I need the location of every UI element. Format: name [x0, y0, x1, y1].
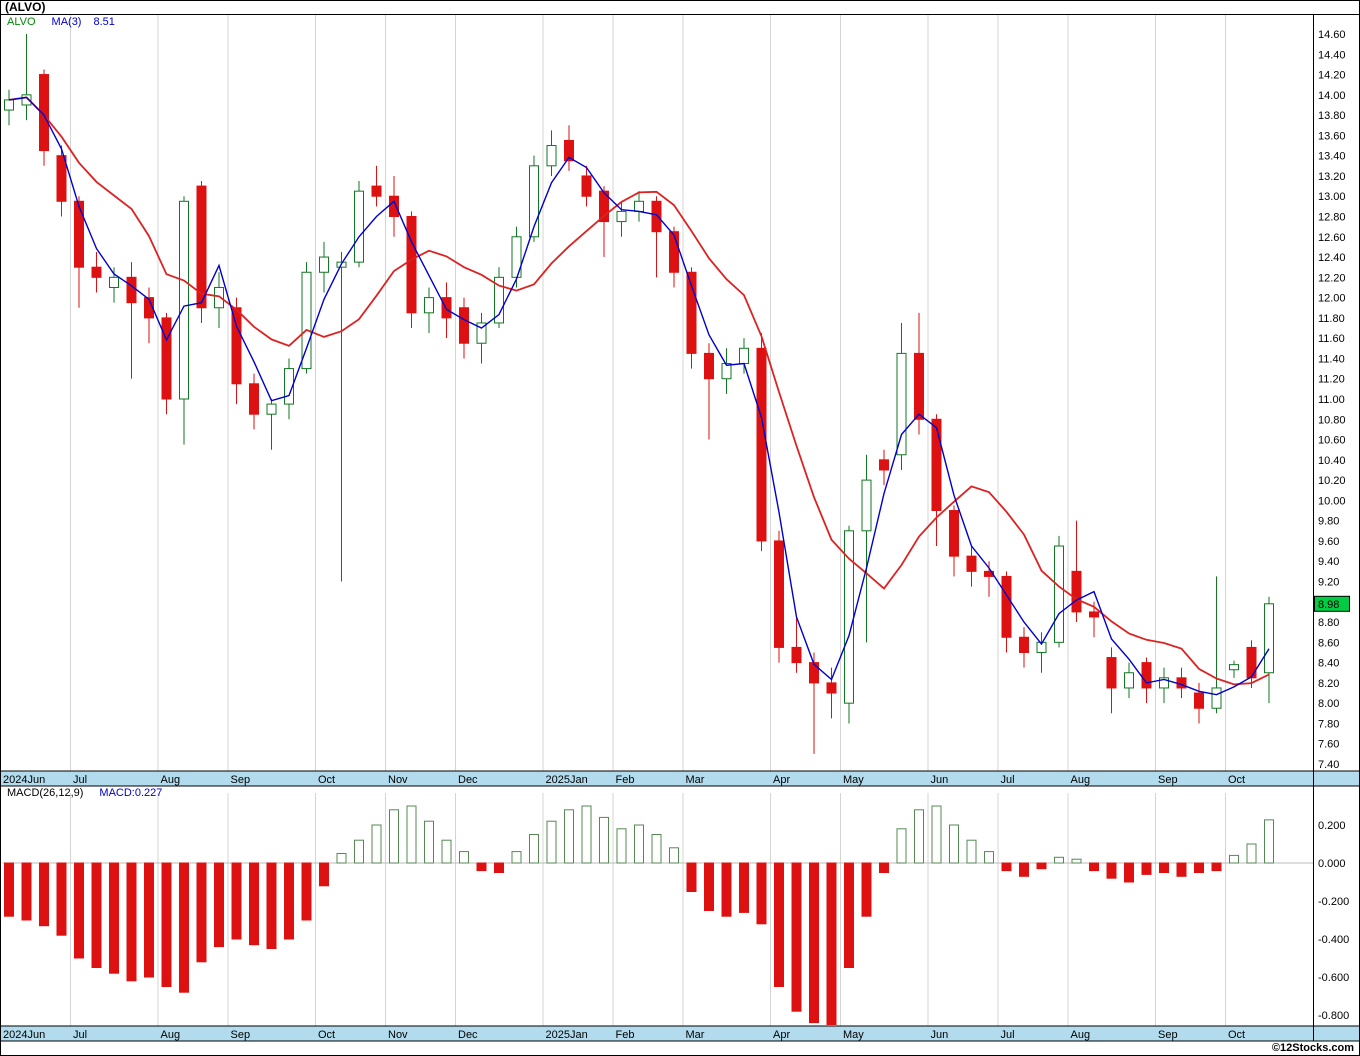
macd-histogram: [4, 805, 1274, 1025]
svg-text:0.000: 0.000: [1318, 858, 1346, 870]
svg-text:12.80: 12.80: [1318, 212, 1346, 224]
svg-text:Jun: Jun: [931, 774, 949, 786]
svg-text:Apr: Apr: [773, 774, 790, 786]
svg-text:Apr: Apr: [773, 1029, 790, 1041]
svg-text:Oct: Oct: [318, 774, 335, 786]
svg-text:-0.400: -0.400: [1318, 934, 1349, 946]
moving-average-lines: [8, 96, 1270, 696]
svg-text:11.80: 11.80: [1318, 313, 1345, 325]
copyright-text: ©12Stocks.com: [1271, 1042, 1354, 1054]
svg-text:Mar: Mar: [686, 1029, 705, 1041]
svg-text:0.200: 0.200: [1318, 820, 1346, 832]
svg-text:10.20: 10.20: [1318, 475, 1346, 487]
svg-text:Mar: Mar: [686, 774, 705, 786]
svg-text:Aug: Aug: [161, 1029, 181, 1041]
price-axis-labels: 14.60 14.40 14.20 14.00 13.80 13.60 13.40 13.20…: [1318, 29, 1346, 771]
svg-text:14.20: 14.20: [1318, 70, 1346, 82]
svg-text:2025Jan: 2025Jan: [546, 774, 588, 786]
svg-text:Feb: Feb: [616, 774, 635, 786]
svg-text:11.40: 11.40: [1318, 353, 1345, 365]
svg-text:Nov: Nov: [388, 1029, 408, 1041]
svg-text:Jul: Jul: [1001, 1029, 1015, 1041]
svg-text:14.00: 14.00: [1318, 90, 1346, 102]
svg-text:Sep: Sep: [231, 1029, 251, 1041]
svg-text:9.60: 9.60: [1318, 536, 1339, 548]
svg-text:Dec: Dec: [458, 1029, 478, 1041]
panel-borders: [1, 14, 1359, 1042]
svg-text:13.40: 13.40: [1318, 151, 1346, 163]
svg-text:8.60: 8.60: [1318, 637, 1339, 649]
svg-text:7.60: 7.60: [1318, 739, 1339, 751]
svg-text:7.80: 7.80: [1318, 718, 1339, 730]
svg-text:8.40: 8.40: [1318, 658, 1339, 670]
svg-text:-0.800: -0.800: [1318, 1010, 1349, 1022]
svg-text:Jul: Jul: [1001, 774, 1015, 786]
svg-text:May: May: [843, 774, 864, 786]
month-gridlines: [70, 14, 1226, 1026]
last-price-tag: 8.98: [1314, 595, 1350, 612]
page-title: (ALVO): [5, 0, 46, 14]
svg-text:8.00: 8.00: [1318, 698, 1339, 710]
macd-params-label: MACD(26,12,9): [7, 787, 84, 799]
svg-text:Oct: Oct: [318, 1029, 335, 1041]
ma-label: MA(3): [51, 16, 82, 28]
svg-text:8.80: 8.80: [1318, 617, 1339, 629]
svg-text:9.80: 9.80: [1318, 516, 1339, 528]
svg-text:Sep: Sep: [1158, 1029, 1178, 1041]
svg-text:Dec: Dec: [458, 774, 478, 786]
axis-strips: [1, 771, 1359, 1041]
svg-text:9.20: 9.20: [1318, 577, 1339, 589]
svg-text:May: May: [843, 1029, 864, 1041]
svg-text:12.60: 12.60: [1318, 232, 1346, 244]
svg-text:Nov: Nov: [388, 774, 408, 786]
svg-text:10.00: 10.00: [1318, 495, 1346, 507]
macd-current-value: MACD:0.227: [99, 787, 163, 799]
svg-text:12.20: 12.20: [1318, 272, 1346, 284]
svg-text:13.60: 13.60: [1318, 130, 1346, 142]
candlesticks: [4, 34, 1274, 754]
chart-legend: ALVO MA(3) 8.51: [7, 16, 115, 28]
svg-text:13.00: 13.00: [1318, 191, 1346, 203]
svg-text:2024Jun: 2024Jun: [3, 1029, 45, 1041]
svg-text:14.60: 14.60: [1318, 29, 1346, 41]
svg-text:12.00: 12.00: [1318, 293, 1346, 305]
svg-text:-0.200: -0.200: [1318, 896, 1349, 908]
svg-text:Jun: Jun: [931, 1029, 949, 1041]
svg-text:Feb: Feb: [616, 1029, 635, 1041]
svg-text:11.60: 11.60: [1318, 333, 1345, 345]
svg-text:8.20: 8.20: [1318, 678, 1339, 690]
svg-text:8.98: 8.98: [1318, 599, 1339, 611]
svg-text:Jul: Jul: [73, 774, 87, 786]
svg-text:11.00: 11.00: [1318, 394, 1345, 406]
svg-text:10.60: 10.60: [1318, 435, 1346, 447]
date-axis-labels: 2024Jun 2024Jun Jul Jul Aug Aug Sep Sep Oct Oct No…: [3, 774, 1245, 1041]
svg-text:Sep: Sep: [1158, 774, 1178, 786]
svg-text:10.80: 10.80: [1318, 414, 1346, 426]
svg-text:Aug: Aug: [161, 774, 181, 786]
svg-text:2025Jan: 2025Jan: [546, 1029, 588, 1041]
svg-text:14.40: 14.40: [1318, 49, 1346, 61]
svg-text:Jul: Jul: [73, 1029, 87, 1041]
svg-text:11.20: 11.20: [1318, 374, 1345, 386]
svg-text:9.40: 9.40: [1318, 556, 1339, 568]
svg-text:Sep: Sep: [231, 774, 251, 786]
ticker-symbol: ALVO: [7, 16, 36, 28]
svg-text:2024Jun: 2024Jun: [3, 774, 45, 786]
svg-text:10.40: 10.40: [1318, 455, 1346, 467]
macd-legend: MACD(26,12,9) MACD:0.227: [7, 787, 162, 799]
svg-text:13.80: 13.80: [1318, 110, 1346, 122]
svg-text:13.20: 13.20: [1318, 171, 1346, 183]
svg-text:Oct: Oct: [1228, 1029, 1245, 1041]
ma-value: 8.51: [93, 16, 115, 28]
svg-text:12.40: 12.40: [1318, 252, 1346, 264]
svg-text:Aug: Aug: [1071, 774, 1091, 786]
macd-axis-labels: 0.200 0.000 -0.200 -0.400 -0.600 -0.800: [1318, 820, 1349, 1022]
svg-text:-0.600: -0.600: [1318, 972, 1349, 984]
svg-text:Aug: Aug: [1071, 1029, 1091, 1041]
svg-text:Oct: Oct: [1228, 774, 1245, 786]
svg-text:7.40: 7.40: [1318, 759, 1339, 771]
